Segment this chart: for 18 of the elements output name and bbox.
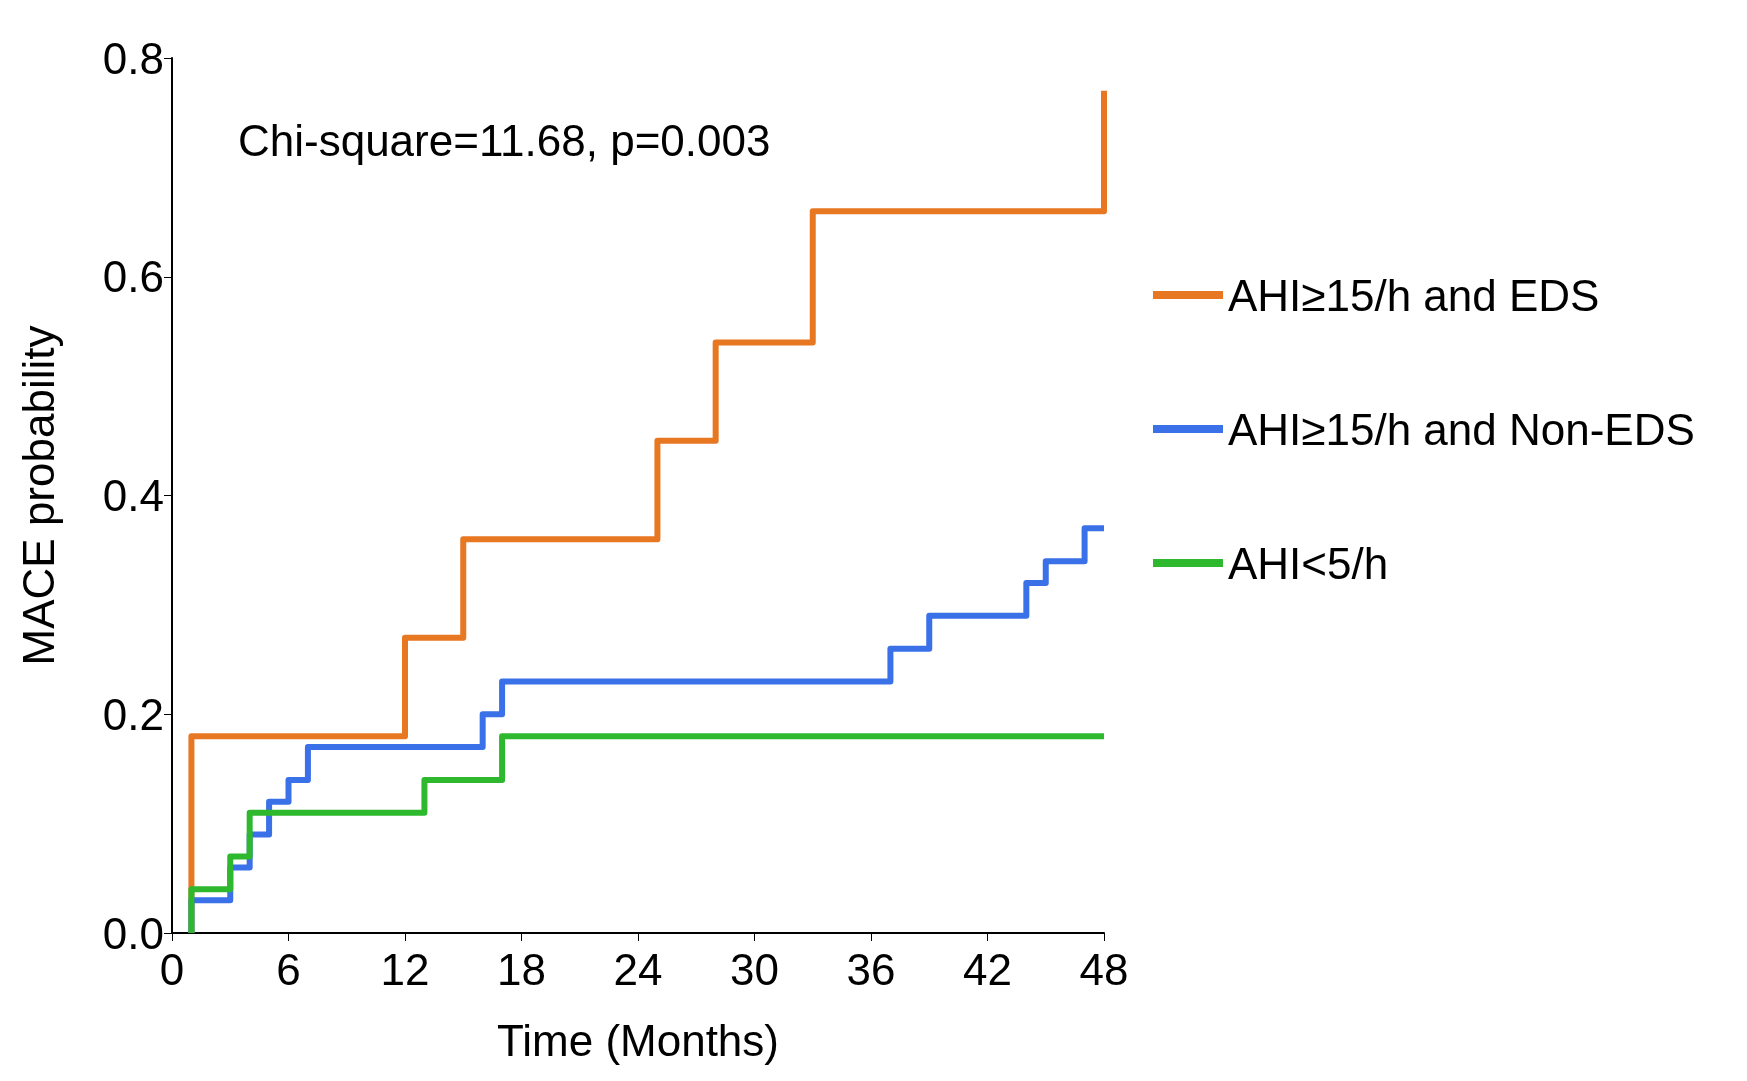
- y-tick-label: 0.4: [102, 471, 164, 520]
- y-tick-label: 0.8: [102, 33, 164, 83]
- y-tick-label: 0.6: [102, 252, 164, 302]
- x-tick-label: 42: [963, 944, 1012, 994]
- x-tick-label: 30: [730, 944, 779, 994]
- x-tick-label: 48: [1079, 944, 1129, 994]
- legend-label: AHI<5/h: [1228, 538, 1389, 588]
- x-tick-label: 24: [613, 944, 663, 994]
- x-tick-label: 18: [497, 944, 546, 994]
- x-tick-label: 12: [380, 944, 430, 994]
- x-tick-label: 6: [276, 944, 301, 994]
- annotation: Chi-square=11.68, p=0.003: [238, 115, 771, 165]
- y-tick-label: 0.2: [102, 689, 164, 739]
- legend-label: AHI≥15/h and Non-EDS: [1228, 404, 1695, 454]
- legend-label: AHI≥15/h and EDS: [1228, 270, 1600, 320]
- x-axis-title: Time (Months): [497, 1015, 779, 1065]
- x-tick-label: 36: [846, 944, 896, 994]
- y-axis-title: MACE probability: [13, 325, 63, 666]
